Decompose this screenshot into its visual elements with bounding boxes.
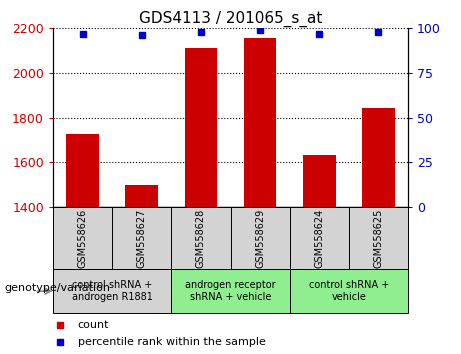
Text: percentile rank within the sample: percentile rank within the sample — [78, 337, 266, 347]
Bar — [244, 38, 276, 207]
Bar — [290, 269, 408, 313]
Bar — [290, 207, 349, 269]
Text: GSM558625: GSM558625 — [373, 209, 384, 268]
Bar — [171, 269, 290, 313]
Bar — [53, 207, 112, 269]
Text: androgen receptor
shRNA + vehicle: androgen receptor shRNA + vehicle — [185, 280, 276, 302]
Bar — [66, 135, 99, 207]
Text: count: count — [78, 320, 109, 330]
Text: control shRNA +
androgen R1881: control shRNA + androgen R1881 — [72, 280, 153, 302]
Bar — [362, 108, 395, 207]
Bar — [303, 155, 336, 207]
Bar — [171, 207, 230, 269]
Text: genotype/variation: genotype/variation — [5, 282, 111, 293]
Text: GSM558628: GSM558628 — [196, 209, 206, 268]
Bar — [112, 207, 171, 269]
Bar — [125, 185, 158, 207]
Text: control shRNA +
vehicle: control shRNA + vehicle — [309, 280, 389, 302]
Bar — [185, 48, 217, 207]
Title: GDS4113 / 201065_s_at: GDS4113 / 201065_s_at — [139, 11, 322, 27]
Bar — [53, 269, 171, 313]
Text: GSM558629: GSM558629 — [255, 209, 265, 268]
Text: GSM558627: GSM558627 — [137, 209, 147, 268]
Bar — [349, 207, 408, 269]
Bar — [230, 207, 290, 269]
Text: GSM558626: GSM558626 — [77, 209, 88, 268]
Text: GSM558624: GSM558624 — [314, 209, 324, 268]
